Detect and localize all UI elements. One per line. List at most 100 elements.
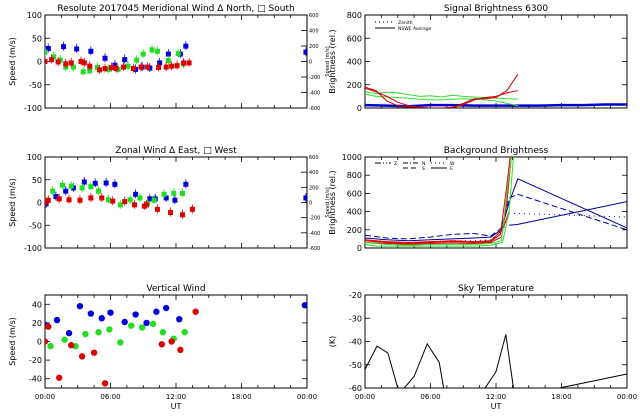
- y-tick-label: 600: [347, 34, 362, 43]
- plot-area: [365, 157, 627, 247]
- plot-frame: [44, 294, 308, 389]
- plot-area: [365, 334, 627, 388]
- data-point: [98, 315, 105, 322]
- series-line: [365, 157, 512, 245]
- y-tick-label: 40: [32, 300, 42, 309]
- legend-label: NSWE Average: [398, 26, 432, 32]
- series-line: [365, 157, 514, 247]
- right-y-tick-label: -400: [309, 231, 320, 237]
- data-point: [55, 374, 63, 381]
- y-tick-label: 0: [37, 338, 42, 347]
- plot-frame: [364, 156, 628, 249]
- y-tick-label: 100: [27, 153, 42, 162]
- data-point: [45, 49, 48, 55]
- x-tick-label: 18:00: [551, 393, 571, 401]
- series-line: [365, 157, 511, 244]
- legend-label: E: [450, 166, 453, 172]
- y-tick-label: 20: [32, 319, 42, 328]
- y-tick-label: -50: [29, 81, 42, 90]
- skytemp-chart: Sky Temperature -60 -50 -40 -30 -20 (K) 00:00 06…: [328, 284, 637, 411]
- data-point: [176, 315, 183, 323]
- chart-title: Background Brightness: [444, 146, 549, 156]
- y-tick-label: 800: [347, 171, 362, 180]
- data-point: [106, 326, 113, 333]
- plot-area: [45, 41, 307, 76]
- data-point: [149, 320, 157, 328]
- plot-area: [365, 74, 627, 108]
- y-axis-label: (K): [328, 336, 337, 348]
- data-point: [45, 338, 49, 345]
- series-line: [365, 178, 627, 242]
- y-axis-label: Brightness (rel.): [328, 170, 337, 234]
- legend-label: S: [422, 166, 425, 172]
- data-point: [301, 302, 307, 309]
- right-y-tick-label: 0: [309, 60, 312, 66]
- right-y-tick-label: 200: [309, 185, 319, 191]
- chart-title: Zonal Wind Δ East, □ West: [115, 146, 237, 156]
- background-chart: Background Brightness 0 200 400 600 800 1000 Br…: [328, 146, 628, 253]
- legend-label: W: [450, 161, 455, 167]
- x-tick-label: 00:00: [297, 393, 317, 401]
- y-tick-label: 800: [347, 11, 362, 20]
- y-tick-label: -50: [349, 361, 362, 370]
- data-point: [143, 319, 150, 327]
- plot-area: [45, 302, 307, 387]
- x-axis-label: UT: [171, 402, 182, 411]
- right-y-tick-label: 600: [309, 155, 319, 161]
- chart-title: Sky Temperature: [458, 284, 534, 294]
- data-point: [87, 310, 95, 317]
- y-axis-label: Speed (m/s): [8, 317, 17, 366]
- legend: Z NS WE: [375, 161, 455, 172]
- y-tick-label: 600: [347, 189, 362, 198]
- data-point: [78, 353, 86, 360]
- data-point: [68, 342, 75, 349]
- legend-label: N: [422, 161, 425, 167]
- data-point: [303, 49, 307, 55]
- data-point: [65, 329, 73, 337]
- series-line: [365, 93, 518, 107]
- data-point: [159, 329, 167, 336]
- right-y-tick-label: 400: [309, 29, 319, 35]
- data-point: [101, 380, 109, 387]
- y-tick-label: 1000: [342, 153, 362, 162]
- x-tick-label: 00:00: [355, 393, 375, 401]
- right-y-tick-label: 0: [309, 201, 312, 207]
- y-tick-label: -30: [349, 314, 362, 323]
- data-point: [158, 341, 166, 348]
- x-tick-label: 06:00: [420, 393, 440, 401]
- right-y-tick-label: -600: [309, 246, 320, 252]
- y-tick-label: 0: [357, 244, 362, 253]
- right-y-tick-label: 600: [309, 13, 319, 19]
- y-tick-label: 100: [27, 11, 42, 20]
- y-tick-label: 400: [347, 58, 362, 67]
- data-point: [162, 304, 170, 312]
- y-tick-label: 200: [347, 81, 362, 90]
- x-tick-label: 18:00: [231, 393, 251, 401]
- y-tick-label: -20: [29, 356, 42, 365]
- data-point: [47, 342, 54, 350]
- data-point: [45, 59, 48, 64]
- y-tick-label: 0: [37, 58, 42, 67]
- series-line: [365, 211, 510, 244]
- right-y-axis-label: Speed (m/s): [325, 187, 331, 217]
- series-line: [403, 342, 445, 388]
- data-point: [82, 330, 89, 338]
- data-point: [95, 329, 102, 336]
- series-line: [365, 345, 399, 388]
- data-point: [132, 311, 139, 318]
- legend-label: Zenith: [398, 20, 413, 26]
- data-point: [61, 336, 68, 343]
- data-point: [181, 329, 188, 336]
- signal-chart: Signal Brightness 6300 0 200 400 600 800 Brigh…: [328, 4, 628, 113]
- data-point: [192, 308, 199, 315]
- plot-frame: [364, 294, 628, 389]
- series-line: [365, 87, 518, 108]
- data-point: [121, 318, 128, 326]
- data-point: [168, 338, 175, 345]
- vertical-chart: Vertical Wind -40 -20 0 20 40 Speed (m/s) 00:00…: [8, 284, 317, 411]
- meridional-chart: Resolute 2017045 Meridional Wind Δ North…: [8, 4, 331, 113]
- data-point: [177, 346, 184, 354]
- chart-title: Vertical Wind: [146, 284, 205, 294]
- y-tick-label: 50: [32, 176, 42, 185]
